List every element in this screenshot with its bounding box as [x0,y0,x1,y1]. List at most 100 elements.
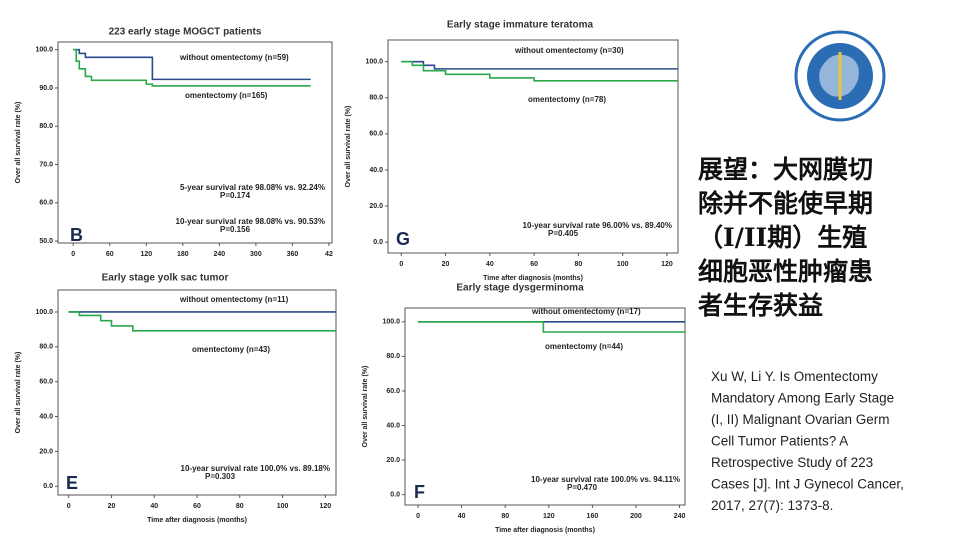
y-tick-label: 20.0 [386,457,400,464]
annotation: omentectomy (n=44) [545,342,623,351]
annotation: P=0.405 [548,229,579,238]
citation-line: Retrospective Study of 223 [711,455,873,470]
chart-title: 223 early stage MOGCT patients [109,27,262,38]
y-axis-label: Over all survival rate (%) [15,352,22,434]
heading-line: 除并不能使早期 [698,189,873,218]
y-axis-label: Over all survival rate (%) [15,102,22,184]
x-tick-label: 200 [630,513,642,520]
plot-area [57,289,337,496]
chart: Early stage immature teratoma Over all su… [345,20,679,282]
x-tick-label: 40 [150,503,158,510]
x-axis-label: Time after diagnosis (months) [495,527,595,534]
x-tick-label: 240 [214,251,226,258]
citation-line: Mandatory Among Early Stage [711,391,894,406]
chart-title: Early stage immature teratoma [447,20,594,31]
annotation: P=0.156 [220,225,251,234]
y-tick-label: 20.0 [369,203,383,210]
x-tick-label: 100 [277,503,289,510]
chart-title: Early stage dysgerminoma [456,283,584,294]
plot-area [387,39,679,254]
y-tick-label: 60.0 [39,200,53,207]
annotation: omentectomy (n=43) [192,345,270,354]
y-tick-label: 60.0 [369,131,383,138]
x-tick-label: 20 [442,261,450,268]
x-tick-label: 80 [574,261,582,268]
chart: Early stage yolk sac tumor Over all survi… [15,273,337,524]
citation-line: Xu W, Li Y. Is Omentectomy [711,369,878,384]
annotation: 10-year survival rate 96.00% vs. 89.40% [523,221,672,230]
plot-area [404,307,686,506]
survival-curve [418,321,685,333]
y-tick-label: 50.0 [39,238,53,245]
x-tick-label: 120 [661,261,673,268]
y-tick-label: 0.0 [390,491,400,498]
x-tick-label: 160 [587,513,599,520]
annotation: without omentectomy (n=30) [514,46,624,55]
annotation: without omentectomy (n=17) [531,307,641,316]
panel-letter: F [414,482,425,502]
annotation: 10-year survival rate 98.08% vs. 90.53% [176,217,325,226]
x-tick-label: 60 [193,503,201,510]
citation-line: Cell Tumor Patients? A [711,434,848,449]
x-tick-label: 20 [108,503,116,510]
annotation: without omentectomy (n=59) [179,53,289,62]
annotation: without omentectomy (n=11) [179,295,289,304]
annotation: 10-year survival rate 100.0% vs. 94.11% [531,475,680,484]
logo [794,30,886,122]
citation-line: Cases [J]. Int J Gynecol Cancer, [711,477,904,492]
x-tick-label: 300 [250,251,262,258]
annotation: P=0.303 [205,472,236,481]
y-tick-label: 60.0 [386,388,400,395]
x-tick-label: 120 [140,251,152,258]
plot-area [57,41,333,244]
x-tick-label: 40 [458,513,466,520]
x-tick-label: 100 [617,261,629,268]
annotation: P=0.174 [220,191,251,200]
y-tick-label: 80.0 [39,123,53,130]
survival-curve [73,48,311,87]
x-tick-label: 0 [67,503,71,510]
x-tick-label: 0 [416,513,420,520]
x-tick-label: 120 [543,513,555,520]
y-tick-label: 40.0 [39,413,53,420]
y-tick-label: 80.0 [39,344,53,351]
survival-curve [401,60,678,70]
y-tick-label: 100.0 [382,319,400,326]
x-tick-label: 80 [236,503,244,510]
x-tick-label: 0 [71,251,75,258]
annotation: P=0.470 [567,483,598,492]
x-tick-label: 42 [325,251,333,258]
annotation: omentectomy (n=165) [185,91,268,100]
survival-curve [73,48,311,81]
x-axis-label: Time after diagnosis (months) [147,517,247,524]
x-tick-label: 80 [501,513,509,520]
y-tick-label: 100.0 [35,309,53,316]
y-tick-label: 0.0 [373,239,383,246]
survival-curve [401,60,678,82]
heading-line: 细胞恶性肿瘤患 [698,257,873,286]
x-tick-label: 360 [287,251,299,258]
x-tick-label: 120 [319,503,331,510]
x-tick-label: 180 [177,251,189,258]
x-tick-label: 240 [674,513,686,520]
y-tick-label: 40.0 [386,422,400,429]
citation-line: (I, II) Malignant Ovarian Germ [711,412,890,427]
x-tick-label: 60 [106,251,114,258]
y-tick-label: 20.0 [39,448,53,455]
annotation: 5-year survival rate 98.08% vs. 92.24% [180,183,325,192]
x-tick-label: 40 [486,261,494,268]
y-tick-label: 40.0 [369,167,383,174]
y-tick-label: 80.0 [386,353,400,360]
panel-letter: B [70,225,83,245]
chart-title: Early stage yolk sac tumor [102,273,229,284]
y-tick-label: 90.0 [39,85,53,92]
y-tick-label: 70.0 [39,161,53,168]
x-tick-label: 60 [530,261,538,268]
x-tick-label: 0 [399,261,403,268]
heading-line: （I/II期）生殖 [698,223,867,252]
survival-curve [68,311,336,332]
panel-letter: G [396,229,410,249]
annotation: 10-year survival rate 100.0% vs. 89.18% [181,464,330,473]
y-tick-label: 80.0 [369,95,383,102]
